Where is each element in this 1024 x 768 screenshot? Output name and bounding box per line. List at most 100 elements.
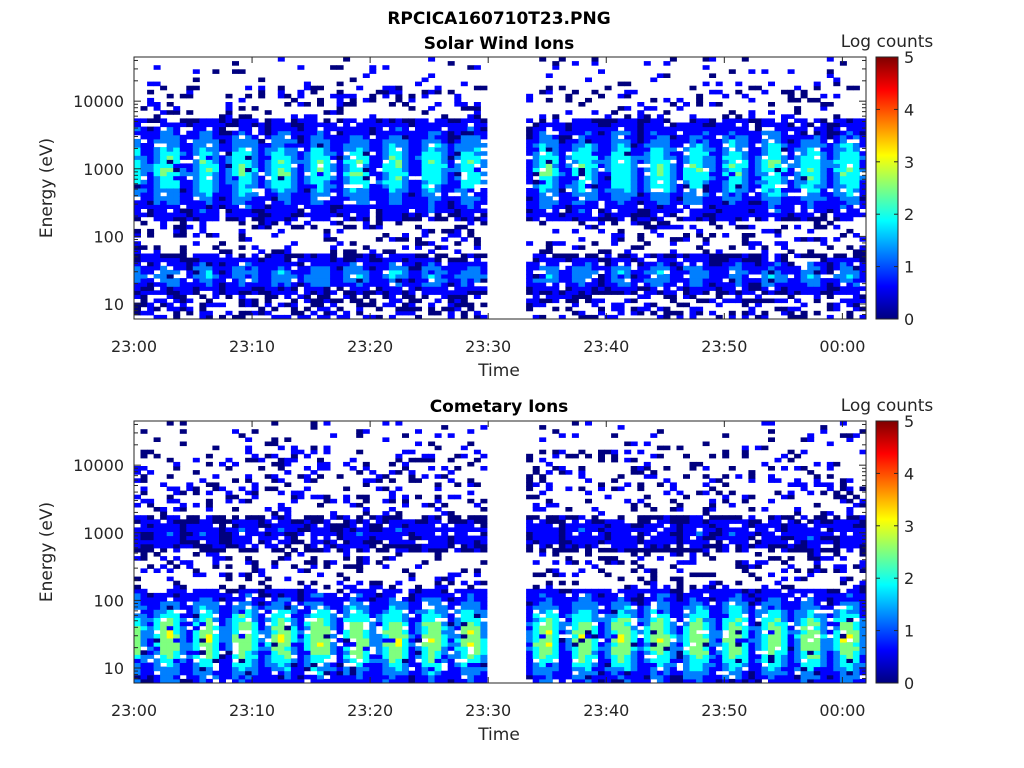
spectrogram-cell — [219, 531, 226, 537]
spectrogram-cell — [735, 274, 743, 279]
spectrogram-cell — [689, 134, 697, 140]
spectrogram-cell — [166, 200, 174, 205]
spectrogram-cell — [467, 233, 475, 238]
spectrogram-cell — [264, 654, 272, 659]
spectrogram-cell — [839, 147, 847, 152]
spectrogram-cell — [238, 171, 246, 177]
spectrogram-cell — [166, 253, 174, 259]
spectrogram-cell — [336, 155, 344, 160]
spectrogram-cell — [741, 224, 749, 230]
spectrogram-cell — [219, 519, 226, 524]
spectrogram-cell — [578, 163, 586, 168]
spectrogram-cell — [552, 159, 560, 164]
spectrogram-cell — [591, 314, 599, 320]
spectrogram-cell — [846, 269, 854, 275]
spectrogram-cell — [134, 126, 141, 132]
spectrogram-cell — [238, 535, 246, 541]
spectrogram-cell — [251, 543, 259, 549]
spectrogram-cell — [552, 216, 560, 222]
spectrogram-cell — [813, 290, 821, 295]
spectrogram-cell — [388, 155, 396, 160]
spectrogram-cell — [290, 138, 298, 144]
spectrogram-cell — [539, 155, 547, 160]
spectrogram-cell — [238, 588, 246, 594]
spectrogram-cell — [186, 216, 194, 222]
spectrogram-cell — [199, 130, 207, 136]
spectrogram-cell — [179, 543, 187, 549]
spectrogram-cell — [696, 200, 704, 205]
spectrogram-cell — [153, 208, 161, 214]
spectrogram-cell — [591, 155, 599, 160]
spectrogram-cell — [833, 274, 841, 279]
spectrogram-cell — [630, 298, 638, 304]
spectrogram-cell — [630, 212, 638, 218]
spectrogram-cell — [774, 130, 782, 136]
spectrogram-cell — [447, 61, 455, 66]
spectrogram-cell — [800, 216, 808, 222]
spectrogram-cell — [669, 200, 677, 205]
spectrogram-cell — [147, 470, 155, 475]
spectrogram-cell — [539, 163, 547, 168]
spectrogram-cell — [160, 151, 168, 156]
spectrogram-cell — [375, 183, 383, 189]
spectrogram-cell — [761, 175, 769, 181]
spectrogram-cell — [715, 179, 723, 185]
spectrogram-cell — [238, 220, 246, 226]
spectrogram-cell — [134, 200, 141, 205]
spectrogram-cell — [676, 175, 684, 181]
spectrogram-cell — [539, 208, 547, 214]
spectrogram-cell — [219, 163, 226, 168]
spectrogram-cell — [225, 466, 233, 471]
spectrogram-cell — [781, 122, 788, 128]
spectrogram-cell — [735, 261, 743, 267]
spectrogram-cell — [290, 151, 298, 156]
spectrogram-cell — [225, 286, 233, 291]
spectrogram-cell — [388, 265, 396, 271]
spectrogram-cell — [624, 265, 632, 271]
spectrogram-cell — [277, 159, 285, 164]
spectrogram-cell — [153, 200, 161, 205]
spectrogram-cell — [728, 167, 736, 173]
spectrogram-cell — [173, 547, 181, 553]
spectrogram-cell — [388, 302, 396, 308]
spectrogram-cell — [571, 269, 579, 275]
spectrogram-cell — [147, 179, 155, 185]
spectrogram-cell — [833, 306, 841, 312]
spectrogram-cell — [637, 183, 645, 189]
spectrogram-cell — [434, 85, 442, 91]
spectrogram-cell — [205, 539, 213, 545]
spectrogram-cell — [264, 658, 272, 663]
spectrogram-cell — [212, 670, 220, 676]
spectrogram-cell — [702, 57, 710, 62]
spectrogram-cell — [336, 143, 344, 148]
spectrogram-cell — [839, 216, 847, 222]
spectrogram-cell — [709, 253, 717, 259]
spectrogram-cell — [140, 245, 148, 250]
spectrogram-cell — [696, 233, 704, 238]
spectrogram-cell — [800, 167, 808, 173]
spectrogram-cell — [591, 216, 599, 222]
spectrogram-cell — [395, 216, 403, 222]
spectrogram-cell — [140, 625, 148, 631]
spectrogram-cell — [441, 130, 449, 136]
spectrogram-cell — [637, 175, 645, 181]
spectrogram-cell — [591, 257, 599, 263]
spectrogram-cell — [317, 314, 324, 320]
spectrogram-cell — [774, 306, 782, 312]
spectrogram-cell — [768, 102, 775, 107]
spectrogram-cell — [264, 183, 272, 189]
spectrogram-cell — [650, 286, 658, 291]
spectrogram-cell — [408, 265, 416, 271]
spectrogram-cell — [761, 261, 769, 267]
spectrogram-cell — [205, 216, 213, 222]
spectrogram-cell — [134, 163, 141, 168]
spectrogram-cell — [650, 97, 658, 103]
spectrogram-cell — [761, 171, 769, 177]
spectrogram-cell — [565, 257, 573, 263]
spectrogram-cell — [408, 163, 416, 168]
spectrogram-cell — [303, 278, 311, 283]
spectrogram-cell — [388, 89, 396, 95]
spectrogram-cell — [310, 171, 318, 177]
spectrogram-cell — [232, 278, 239, 283]
spectrogram-cell — [219, 171, 226, 177]
